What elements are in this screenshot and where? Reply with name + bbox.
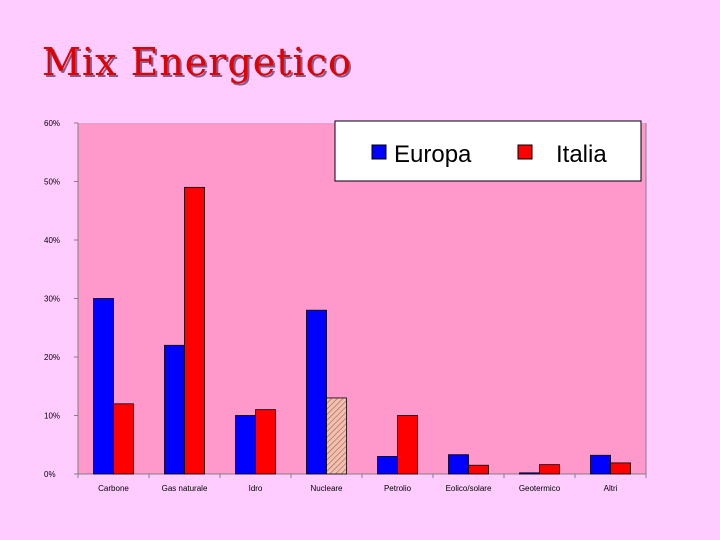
x-tick-label: Petrolio xyxy=(384,484,412,493)
bar-europa-eolico-solare xyxy=(448,454,469,475)
x-tick-label: Altri xyxy=(604,484,618,493)
x-tick-label: Nucleare xyxy=(310,484,343,493)
legend-swatch-europa xyxy=(371,144,387,160)
bar-italia-altri xyxy=(610,462,631,475)
bar-italia-carbone xyxy=(113,403,134,475)
bar-europa-idro xyxy=(235,415,256,475)
y-tick-label: 20% xyxy=(44,353,60,362)
x-tick-label: Eolico/solare xyxy=(446,484,492,493)
slide-title: Mix Energetico xyxy=(42,40,352,84)
bar-italia-gas-naturale xyxy=(184,186,205,475)
y-axis-ticks: 0% 10% 20% 30% 40% 50% 60% xyxy=(44,119,78,479)
bar-europa-gas-naturale xyxy=(164,344,185,475)
bar-italia-geotermico xyxy=(539,464,560,475)
legend-label-europa: Europa xyxy=(394,141,472,168)
bar-europa-altri xyxy=(590,454,611,475)
legend: Europa Italia xyxy=(334,120,642,182)
bar-italia-idro xyxy=(255,409,276,475)
y-tick-label: 0% xyxy=(44,470,56,479)
y-tick-label: 50% xyxy=(44,178,60,187)
bar-europa-petrolio xyxy=(377,456,398,475)
y-tick-label: 10% xyxy=(44,412,60,421)
x-tick-label: Gas naturale xyxy=(162,484,208,493)
legend-label-italia: Italia xyxy=(556,141,607,168)
y-tick-label: 40% xyxy=(44,236,60,245)
y-tick-label: 30% xyxy=(44,295,60,304)
bar-italia-eolico-solare xyxy=(468,464,489,475)
bar-italia-nucleare xyxy=(326,397,347,475)
x-tick-label: Idro xyxy=(249,484,263,493)
x-tick-label: Geotermico xyxy=(519,484,561,493)
x-tick-label: Carbone xyxy=(98,484,129,493)
bar-europa-nucleare xyxy=(306,309,327,475)
y-tick-label: 60% xyxy=(44,119,60,128)
bar-europa-carbone xyxy=(93,298,114,475)
bar-italia-petrolio xyxy=(397,415,418,475)
x-axis-ticks: Carbone Gas naturale Idro Nucleare Petrolio E… xyxy=(77,474,647,493)
bar-europa-geotermico xyxy=(519,472,540,475)
legend-swatch-italia xyxy=(517,144,533,160)
bars xyxy=(93,186,631,475)
